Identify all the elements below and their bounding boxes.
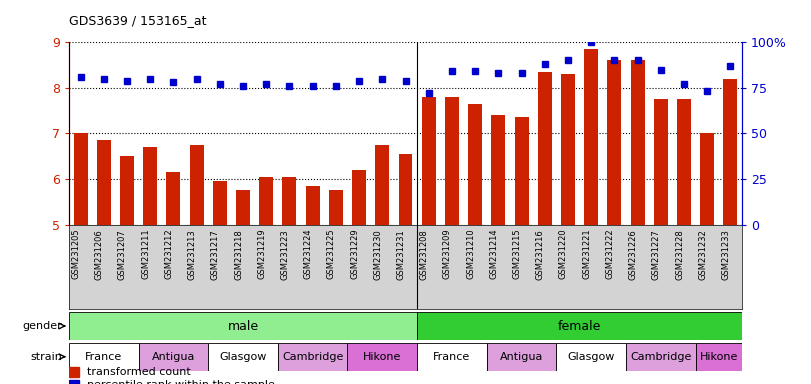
Bar <box>631 61 645 225</box>
Bar <box>677 99 691 225</box>
Text: GSM231224: GSM231224 <box>303 229 313 280</box>
Text: GSM231220: GSM231220 <box>559 229 568 280</box>
Text: GSM231227: GSM231227 <box>652 229 661 280</box>
Bar <box>487 343 556 371</box>
Text: Glasgow: Glasgow <box>568 352 615 362</box>
Bar <box>69 312 417 340</box>
Bar <box>607 61 621 225</box>
Text: Glasgow: Glasgow <box>219 352 267 362</box>
Bar <box>515 118 529 225</box>
Bar <box>584 49 599 225</box>
Text: Cambridge: Cambridge <box>282 352 343 362</box>
Bar <box>561 74 575 225</box>
Text: GSM231206: GSM231206 <box>95 229 104 280</box>
Text: GSM231207: GSM231207 <box>118 229 127 280</box>
Bar <box>282 177 296 225</box>
Text: GSM231230: GSM231230 <box>373 229 382 280</box>
Text: GSM231205: GSM231205 <box>71 229 80 280</box>
Bar <box>260 177 273 225</box>
Bar <box>306 186 320 225</box>
Text: transformed count: transformed count <box>87 367 191 377</box>
Text: GSM231221: GSM231221 <box>582 229 591 280</box>
Text: Hikone: Hikone <box>700 352 738 362</box>
Text: GSM231213: GSM231213 <box>187 229 196 280</box>
Text: GSM231209: GSM231209 <box>443 229 452 280</box>
Bar <box>139 343 208 371</box>
Text: GSM231225: GSM231225 <box>327 229 336 280</box>
Bar <box>208 343 278 371</box>
Bar <box>491 115 505 225</box>
Text: GSM231208: GSM231208 <box>420 229 429 280</box>
Text: GSM231215: GSM231215 <box>513 229 521 280</box>
Text: GSM231214: GSM231214 <box>489 229 498 280</box>
Text: GSM231223: GSM231223 <box>281 229 290 280</box>
Text: GSM231229: GSM231229 <box>350 229 359 280</box>
Bar <box>97 140 111 225</box>
Bar <box>190 145 204 225</box>
Bar <box>417 343 487 371</box>
Bar <box>278 343 347 371</box>
Bar <box>375 145 389 225</box>
Text: GSM231218: GSM231218 <box>234 229 243 280</box>
Text: GSM231232: GSM231232 <box>698 229 707 280</box>
Text: GSM231211: GSM231211 <box>141 229 150 280</box>
Bar <box>347 343 417 371</box>
Bar <box>329 190 343 225</box>
Text: Cambridge: Cambridge <box>630 352 692 362</box>
Text: GSM231210: GSM231210 <box>466 229 475 280</box>
Bar <box>417 312 742 340</box>
Text: Antigua: Antigua <box>500 352 543 362</box>
Text: female: female <box>558 319 601 333</box>
Bar <box>74 134 88 225</box>
Text: GSM231217: GSM231217 <box>211 229 220 280</box>
Bar <box>654 99 667 225</box>
Text: Antigua: Antigua <box>152 352 195 362</box>
Bar <box>538 72 551 225</box>
Text: GSM231219: GSM231219 <box>257 229 266 280</box>
Bar <box>69 379 79 384</box>
Bar <box>69 343 139 371</box>
Text: France: France <box>85 352 122 362</box>
Text: France: France <box>433 352 470 362</box>
Bar <box>120 156 134 225</box>
Bar <box>445 97 459 225</box>
Text: percentile rank within the sample: percentile rank within the sample <box>87 380 275 384</box>
Bar <box>398 154 413 225</box>
Text: GDS3639 / 153165_at: GDS3639 / 153165_at <box>69 14 207 27</box>
Bar <box>69 367 79 377</box>
Bar <box>468 104 482 225</box>
Text: Hikone: Hikone <box>363 352 401 362</box>
Text: GSM231228: GSM231228 <box>675 229 684 280</box>
Text: GSM231231: GSM231231 <box>397 229 406 280</box>
Bar <box>144 147 157 225</box>
Text: GSM231233: GSM231233 <box>722 229 731 280</box>
Bar <box>556 343 626 371</box>
Bar <box>422 97 436 225</box>
Bar <box>236 190 250 225</box>
Text: GSM231226: GSM231226 <box>629 229 637 280</box>
Text: gender: gender <box>22 321 62 331</box>
Bar <box>166 172 180 225</box>
Bar <box>700 134 714 225</box>
Text: GSM231216: GSM231216 <box>536 229 545 280</box>
Bar <box>696 343 742 371</box>
Bar <box>626 343 696 371</box>
Text: GSM231222: GSM231222 <box>605 229 615 280</box>
Bar <box>212 181 227 225</box>
Text: GSM231212: GSM231212 <box>165 229 174 280</box>
Bar <box>723 79 737 225</box>
Text: male: male <box>227 319 259 333</box>
Bar <box>352 170 366 225</box>
Text: strain: strain <box>30 352 62 362</box>
